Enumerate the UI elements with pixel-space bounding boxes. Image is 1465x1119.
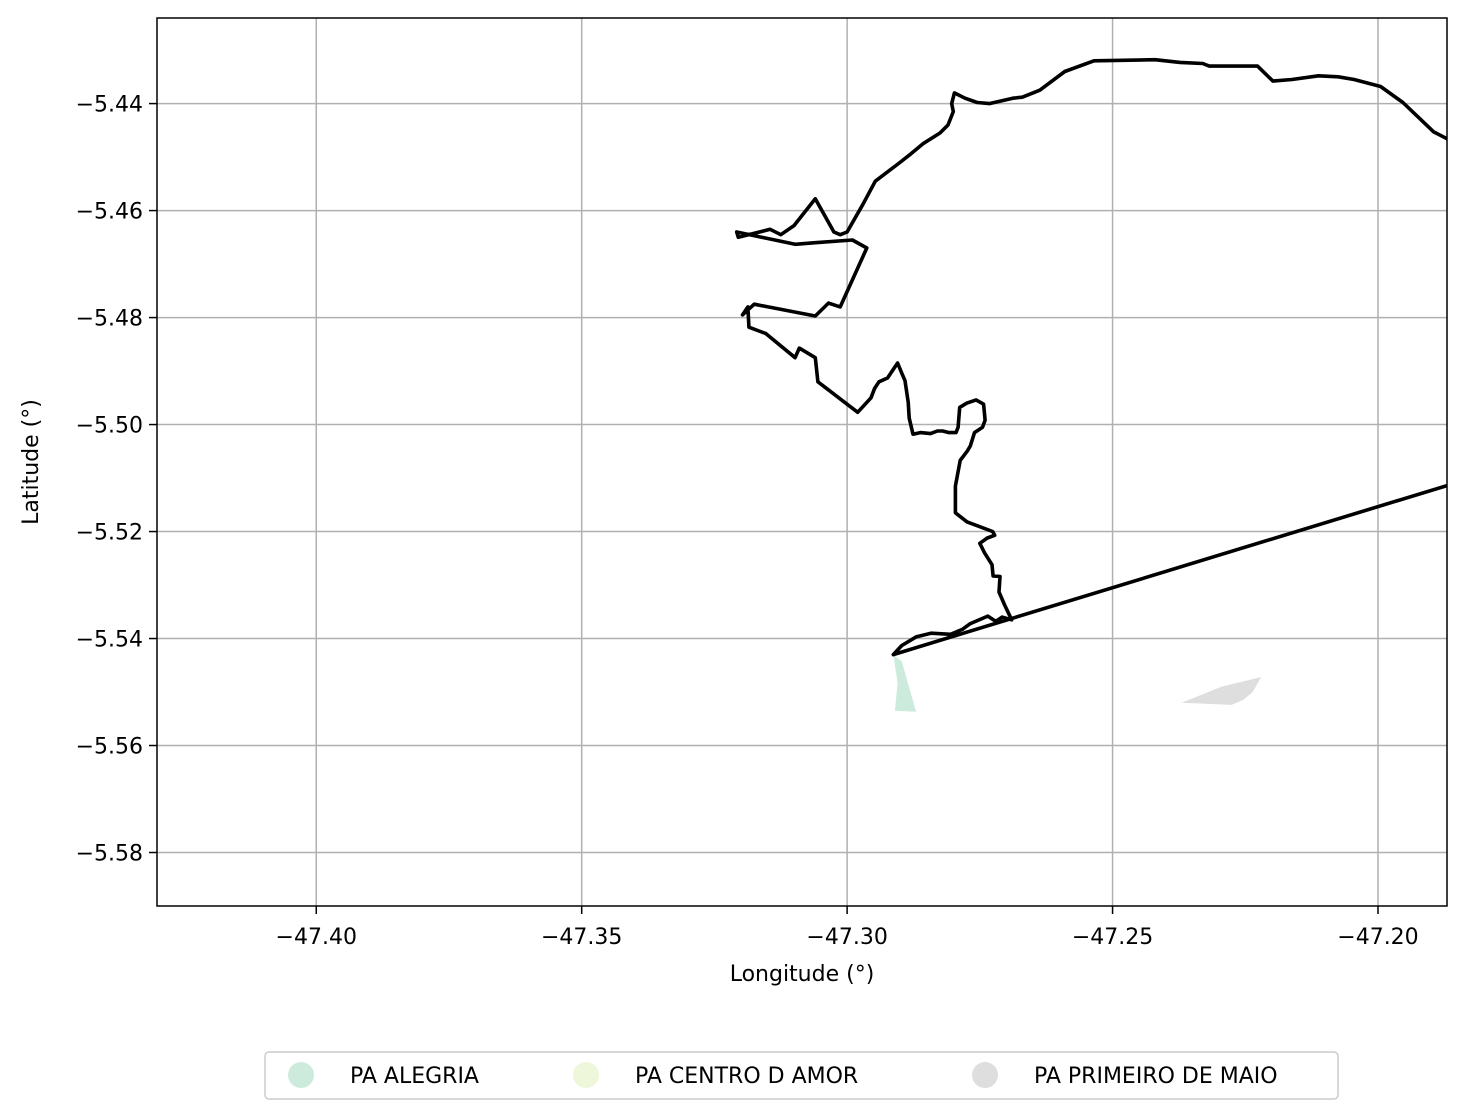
legend-frame <box>264 1051 1339 1100</box>
x-tick-label: −47.35 <box>541 925 622 950</box>
filled-areas <box>893 654 1262 712</box>
y-tick-label: −5.54 <box>76 628 143 653</box>
y-tick-label: −5.58 <box>76 842 143 867</box>
legend-marker <box>972 1062 998 1088</box>
y-tick-label: −5.44 <box>76 93 143 118</box>
plot-frame <box>156 17 1448 907</box>
legend-label: PA PRIMEIRO DE MAIO <box>1034 1064 1278 1089</box>
grid-lines <box>157 18 1447 906</box>
legend-marker <box>288 1062 314 1088</box>
area-pa-primeiro-de-maio <box>1181 677 1262 705</box>
x-axis-label: Longitude (°) <box>730 962 875 987</box>
y-tick-label: −5.52 <box>76 521 143 546</box>
x-tick-label: −47.25 <box>1072 925 1153 950</box>
legend: PA ALEGRIA PA CENTRO D AMOR PA PRIMEIRO DE… <box>264 1051 1339 1100</box>
y-tick-label: −5.46 <box>76 200 143 225</box>
y-tick-label: −5.56 <box>76 735 143 760</box>
x-tick-label: −47.40 <box>276 925 357 950</box>
y-tick-label: −5.50 <box>76 414 143 439</box>
legend-marker <box>573 1062 599 1088</box>
region-boundary <box>734 57 1447 657</box>
x-axis-ticks: −47.40 −47.35 −47.30 −47.25 −47.20 <box>276 906 1419 950</box>
area-pa-alegria <box>893 654 917 712</box>
legend-label: PA ALEGRIA <box>350 1064 479 1089</box>
boundary-line <box>734 57 1447 657</box>
y-axis-label: Latitude (°) <box>19 399 44 525</box>
x-tick-label: −47.30 <box>806 925 887 950</box>
x-tick-label: −47.20 <box>1337 925 1418 950</box>
y-tick-label: −5.48 <box>76 307 143 332</box>
y-axis-ticks: −5.44 −5.46 −5.48 −5.50 −5.52 −5.54 −5.56 −5.58 <box>76 93 157 867</box>
legend-label: PA CENTRO D AMOR <box>635 1064 858 1089</box>
